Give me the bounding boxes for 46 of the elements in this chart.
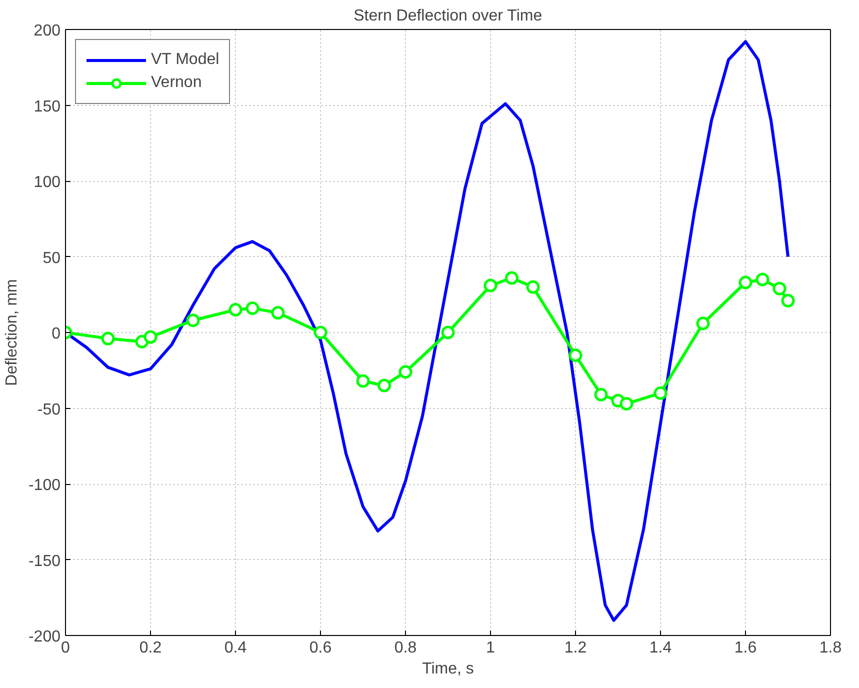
x-tick-label: 1.2 xyxy=(564,640,587,656)
point xyxy=(568,348,582,362)
point xyxy=(378,378,391,392)
point xyxy=(696,316,710,330)
x-tick-label: 1.8 xyxy=(819,640,842,656)
y-tick-label: 200 xyxy=(34,22,61,40)
chart-title: Stern Deflection over Time xyxy=(354,8,542,24)
point xyxy=(441,326,455,340)
y-axis-title: Deflection, mm xyxy=(3,279,20,386)
x-tick-label: 1.6 xyxy=(734,640,757,656)
point xyxy=(228,303,242,317)
y-tick-label: 150 xyxy=(34,98,61,116)
y-tick-label: -150 xyxy=(28,552,61,570)
y-tick-label: 100 xyxy=(34,174,61,191)
x-tick-label: 0.8 xyxy=(394,640,417,656)
point xyxy=(484,278,498,292)
point xyxy=(101,332,115,346)
x-tick-label: 1.4 xyxy=(649,640,672,656)
y-tick-label: 0 xyxy=(52,326,61,342)
point xyxy=(756,272,770,286)
point xyxy=(594,388,608,402)
point xyxy=(398,365,412,379)
point xyxy=(356,374,370,388)
x-tick-label: 0.4 xyxy=(224,640,247,656)
point xyxy=(781,294,795,308)
x-tick-label: 0.6 xyxy=(309,640,332,656)
y-tick-label: -200 xyxy=(28,628,61,646)
point xyxy=(314,326,328,340)
point xyxy=(772,282,786,296)
point xyxy=(526,280,540,294)
point xyxy=(505,271,518,285)
legend-label: Vernon xyxy=(151,74,202,92)
x-tick-label: 1 xyxy=(486,640,496,656)
y-tick-label: 50 xyxy=(42,250,61,267)
point xyxy=(654,386,668,400)
x-axis-title: Time, s xyxy=(422,660,474,678)
point xyxy=(738,276,752,290)
legend-label: VT Model xyxy=(151,51,220,69)
x-tick-label: 0.2 xyxy=(139,640,162,656)
point xyxy=(186,314,200,328)
point xyxy=(620,396,634,410)
point xyxy=(271,306,285,320)
y-tick-label: -50 xyxy=(37,401,61,418)
point xyxy=(246,302,260,315)
y-tick-label: -100 xyxy=(28,477,61,494)
point xyxy=(144,330,158,344)
